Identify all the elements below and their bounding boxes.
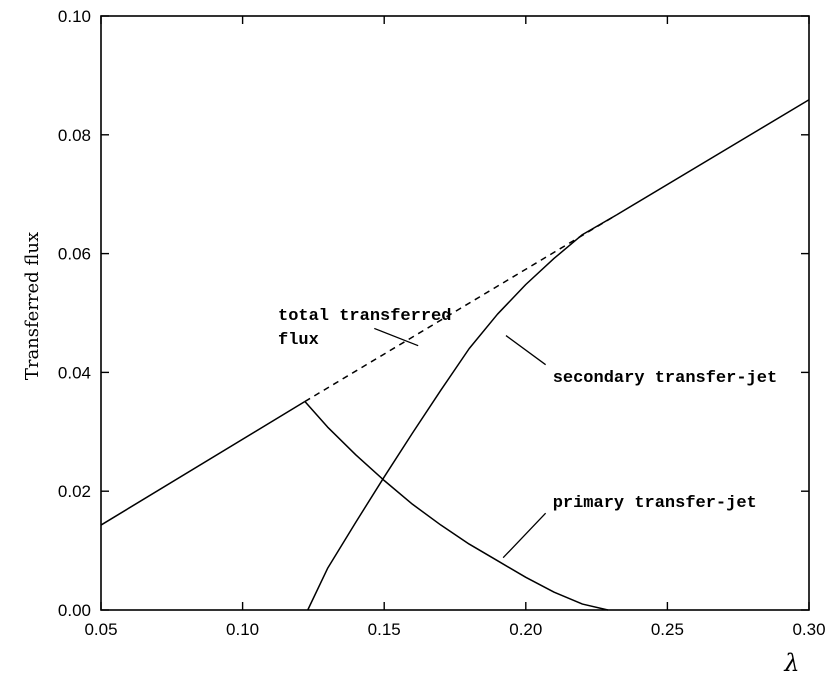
- y-tick-label: 0.02: [58, 482, 91, 501]
- series-line-primary: [304, 401, 609, 611]
- series-line-total-dashed: [304, 214, 617, 403]
- annotation-label: secondary transfer-jet: [553, 369, 777, 388]
- x-axis-label: λ: [783, 649, 799, 677]
- annotation-pointer: [374, 327, 419, 347]
- annotation-label: flux: [278, 331, 319, 350]
- y-tick-label: 0.04: [58, 363, 91, 382]
- x-tick-label: 0.10: [226, 620, 259, 639]
- series-line-secondary: [307, 214, 617, 611]
- annotation-primary: primary transfer-jet: [502, 494, 757, 559]
- annotation-secondary: secondary transfer-jet: [505, 335, 777, 388]
- annotations-group: total transferred flux secondary transfer-…: [278, 307, 777, 559]
- x-tick-label: 0.15: [368, 620, 401, 639]
- series-group: [100, 99, 810, 611]
- axes-group: 0.05 0.10 0.15 0.20 0.25 0.30 0.00 0.02 0.04 0.06…: [58, 7, 826, 639]
- annotation-total: total transferred flux: [278, 307, 451, 350]
- plot-area: [100, 15, 810, 611]
- x-tick-label: 0.20: [509, 620, 542, 639]
- x-tick-label: 0.25: [651, 620, 684, 639]
- annotation-pointer: [505, 335, 547, 366]
- y-tick-label: 0.08: [58, 126, 91, 145]
- annotation-label: primary transfer-jet: [553, 494, 757, 513]
- y-tick-label: 0.10: [58, 7, 91, 26]
- plot-frame: [100, 15, 810, 611]
- y-tick-label: 0.00: [58, 601, 91, 620]
- y-tick-label: 0.06: [58, 245, 91, 264]
- x-tick-label: 0.05: [84, 620, 117, 639]
- annotation-pointer: [502, 512, 547, 559]
- series-line-total-solid-right: [616, 99, 810, 216]
- x-tick-label: 0.30: [792, 620, 825, 639]
- series-line-total-solid-left: [100, 400, 306, 526]
- annotation-label: total transferred: [278, 307, 451, 326]
- y-axis-label: Transferred flux: [22, 232, 43, 380]
